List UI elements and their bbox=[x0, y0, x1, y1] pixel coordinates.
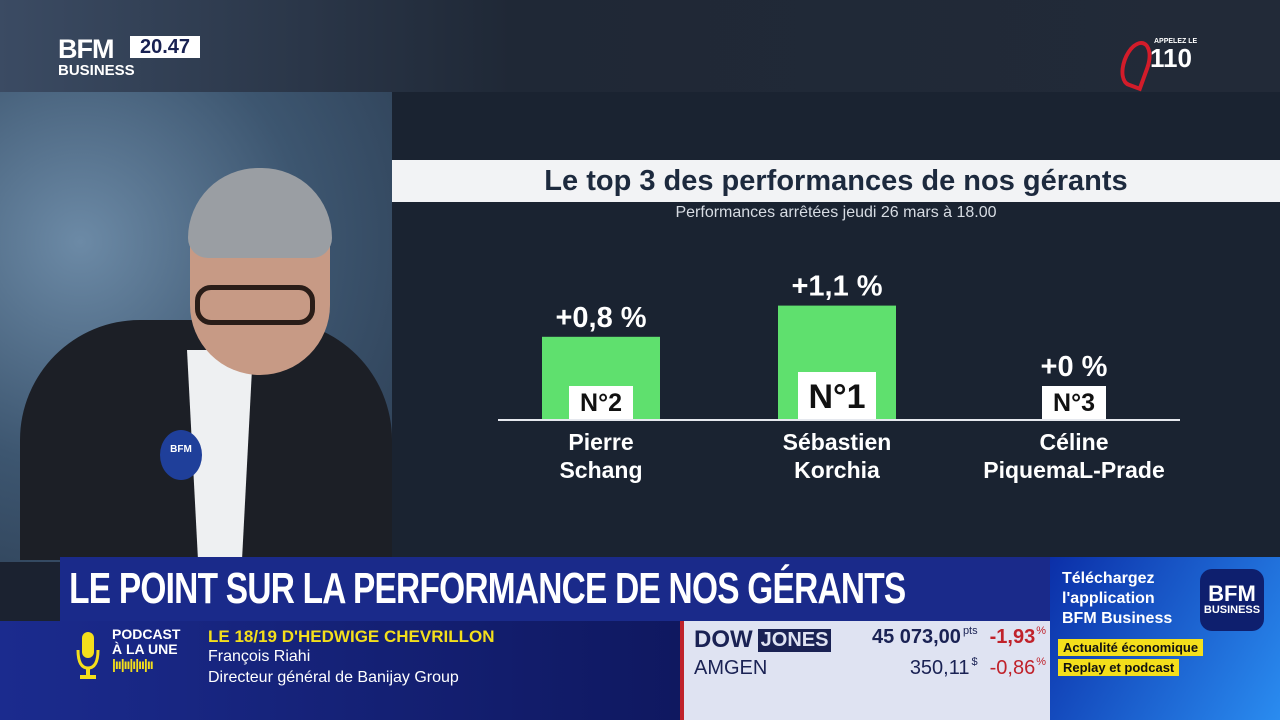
soundwave-icon: |ıı|ıı|ı|ıı|ıı bbox=[112, 656, 154, 672]
microphone: BFM bbox=[160, 430, 202, 480]
rank-box bbox=[1042, 386, 1106, 420]
show-title: LE 18/19 D'HEDWIGE CHEVRILLON bbox=[208, 627, 495, 646]
category-label: PiquemaL-Prade bbox=[983, 457, 1165, 483]
rank-label: N°1 bbox=[808, 378, 865, 416]
logo-top: BFM bbox=[58, 34, 114, 64]
podcast-label: PODCAST À LA UNE |ıı|ıı|ı|ıı|ıı bbox=[112, 626, 181, 672]
headline-text: LE POINT SUR LA PERFORMANCE DE NOS GÉRAN… bbox=[69, 564, 906, 613]
promo-tag: Replay et podcast bbox=[1058, 659, 1180, 676]
ticker-change-unit: % bbox=[1036, 625, 1046, 637]
category-label: Pierre bbox=[568, 429, 633, 455]
ticker-unit: $ bbox=[971, 656, 978, 668]
ticker-value: 350,11 bbox=[909, 657, 970, 679]
clock: 20.47 bbox=[130, 36, 200, 58]
ticker-name-box: JONES bbox=[757, 628, 832, 652]
category-label: Schang bbox=[559, 457, 642, 483]
headline-banner: LE POINT SUR LA PERFORMANCE DE NOS GÉRAN… bbox=[60, 557, 1050, 621]
logo-bottom: BUSINESS bbox=[58, 62, 135, 79]
microphone-icon bbox=[76, 632, 100, 679]
studio-background-top bbox=[0, 0, 1280, 92]
ticker-row: AMGEN 350,11 $ -0,86% bbox=[694, 657, 1046, 680]
guest-name: François Riahi bbox=[208, 648, 311, 665]
promo-line: Téléchargez bbox=[1062, 570, 1155, 587]
ticker-value: 45 073,00 bbox=[871, 626, 961, 648]
ticker-unit: pts bbox=[962, 625, 978, 637]
rank-label: N°3 bbox=[1053, 389, 1095, 417]
guest-title: Directeur général de Banijay Group bbox=[208, 669, 459, 686]
ticker-row: DOW JONES 45 073,00 pts -1,93% bbox=[694, 626, 1046, 654]
chart-subtitle: Performances arrêtées jeudi 26 mars à 18… bbox=[675, 204, 997, 221]
ticker-change: -0,86 bbox=[989, 657, 1036, 679]
data-label: +0 % bbox=[1041, 351, 1108, 383]
app-promo: Téléchargez l'application BFM Business BFM… bbox=[1050, 557, 1280, 720]
ticker-change: -1,93 bbox=[989, 626, 1036, 648]
promo-tag: Actualité économique bbox=[1058, 639, 1204, 656]
chart-title: Le top 3 des performances de nos gérants bbox=[392, 160, 1280, 202]
category-label: Sébastien bbox=[783, 429, 892, 455]
hotline-badge: APPELEZ LE 110 bbox=[1120, 38, 1197, 74]
ticker-name: AMGEN bbox=[694, 657, 768, 679]
stock-ticker: DOW JONES 45 073,00 pts -1,93% AMGEN 350,… bbox=[680, 621, 1050, 720]
promo-line: l'application bbox=[1062, 590, 1155, 607]
data-label: +1,1 % bbox=[791, 271, 882, 303]
rank-label: N°2 bbox=[580, 389, 622, 417]
ticker-name: DOW bbox=[694, 626, 753, 653]
category-label: Céline bbox=[1039, 429, 1108, 455]
data-label: +0,8 % bbox=[555, 302, 646, 334]
rank-box bbox=[798, 372, 876, 420]
hotline-label: APPELEZ LE bbox=[1154, 38, 1198, 45]
podcast-bar bbox=[0, 621, 680, 720]
bfm-app-icon: BFM BUSINESS bbox=[1200, 569, 1264, 631]
rank-box bbox=[569, 386, 633, 420]
promo-line: BFM Business bbox=[1062, 610, 1173, 627]
presenter-glasses bbox=[195, 285, 315, 325]
hotline-number: 110 bbox=[1150, 43, 1192, 73]
ticker-change-unit: % bbox=[1036, 656, 1046, 668]
category-label: Korchia bbox=[794, 457, 880, 483]
bfm-business-logo: BFM BUSINESS bbox=[58, 34, 135, 79]
guest-info: François Riahi Directeur général de Banij… bbox=[208, 646, 459, 688]
